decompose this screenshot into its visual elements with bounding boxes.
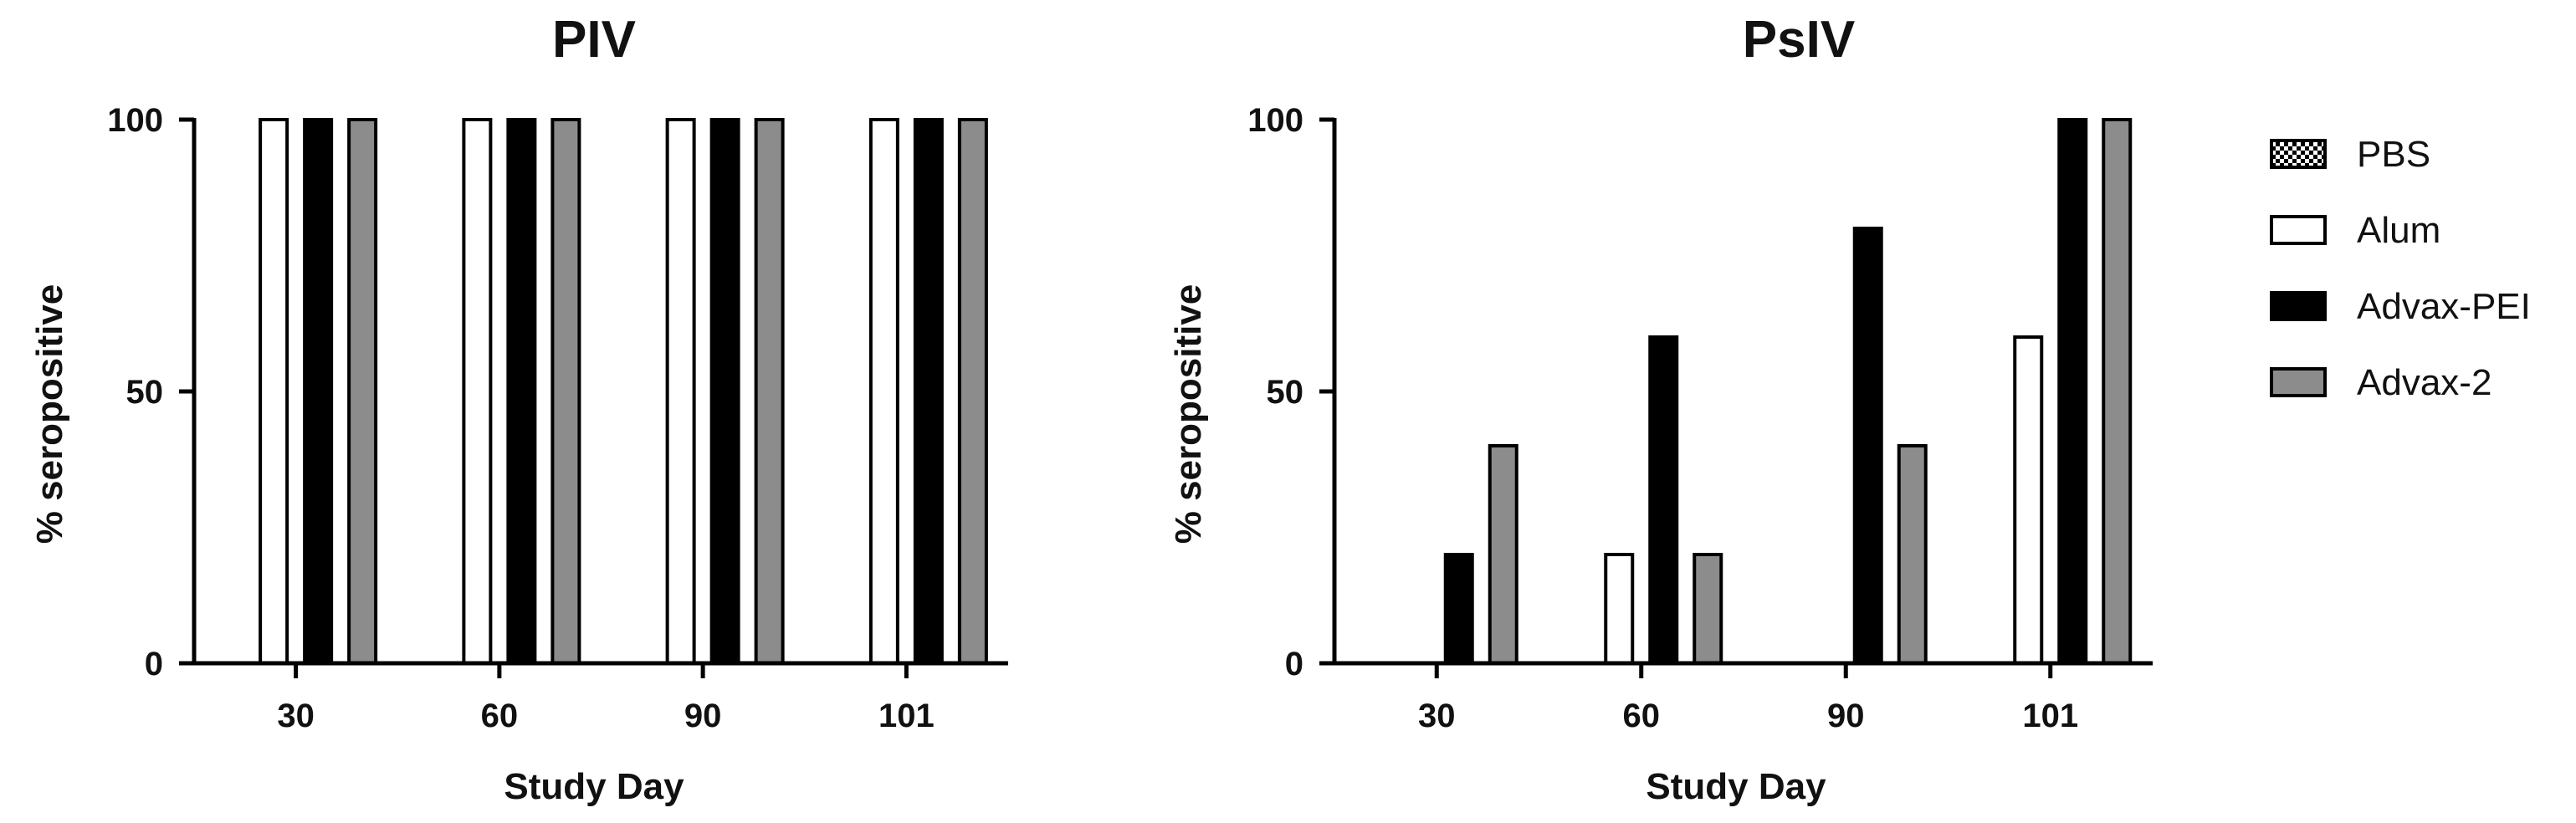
bar-advax-pei-30 bbox=[1443, 553, 1474, 665]
bars-group bbox=[1443, 118, 2133, 665]
x-tick-label: 30 bbox=[277, 698, 315, 734]
bar-advax-2-101 bbox=[2102, 118, 2133, 665]
chart-title: PsIV bbox=[1743, 11, 1855, 69]
y-tick-label: 0 bbox=[1285, 646, 1303, 682]
bar-advax-2-30 bbox=[347, 118, 378, 665]
y-tick-label: 100 bbox=[107, 102, 163, 139]
bar-advax-pei-90 bbox=[1852, 227, 1883, 665]
bar-alum-60 bbox=[462, 118, 493, 665]
y-axis-label: % seropositive bbox=[1168, 284, 1209, 544]
bars-group bbox=[259, 118, 988, 665]
bar-advax-2-60 bbox=[551, 118, 581, 665]
bar-alum-60 bbox=[1604, 553, 1635, 665]
bar-advax-pei-60 bbox=[1648, 335, 1679, 665]
x-tick-label: 101 bbox=[2022, 698, 2078, 734]
bar-advax-pei-101 bbox=[913, 118, 944, 665]
bar-advax-pei-90 bbox=[709, 118, 740, 665]
chart-panel-psiv: PsIV % seropositive Study Day 0 50 100 30 6… bbox=[1168, 11, 2153, 807]
y-tick-label: 50 bbox=[126, 374, 164, 411]
legend-label-alum: Alum bbox=[2357, 210, 2440, 251]
legend-label-advax-pei: Advax-PEI bbox=[2357, 286, 2531, 327]
legend-swatch-advax-pei bbox=[2270, 291, 2327, 321]
x-ticks: 30 60 90 101 bbox=[1418, 663, 2078, 734]
legend: PBS Alum Advax-PEI Advax-2 bbox=[2270, 134, 2531, 403]
y-ticks: 0 50 100 bbox=[1247, 102, 1334, 682]
x-tick-label: 60 bbox=[481, 698, 519, 734]
bar-advax-pei-30 bbox=[303, 118, 334, 665]
legend-swatch-advax-2 bbox=[2270, 367, 2327, 397]
x-ticks: 30 60 90 101 bbox=[277, 663, 935, 734]
legend-swatch-pbs bbox=[2270, 139, 2327, 169]
x-tick-label: 30 bbox=[1418, 698, 1456, 734]
x-axis-label: Study Day bbox=[504, 766, 684, 807]
y-axis-label: % seropositive bbox=[29, 284, 70, 544]
legend-label-advax-2: Advax-2 bbox=[2357, 362, 2491, 403]
y-tick-label: 50 bbox=[1267, 374, 1304, 411]
bar-advax-2-101 bbox=[957, 118, 988, 665]
bar-advax-2-90 bbox=[1897, 444, 1928, 665]
bar-advax-pei-60 bbox=[506, 118, 537, 665]
chart-panel-piv: PIV % seropositive Study Day 0 50 100 30 60… bbox=[29, 11, 1008, 807]
x-tick-label: 60 bbox=[1623, 698, 1661, 734]
legend-label-pbs: PBS bbox=[2357, 134, 2430, 175]
legend-swatch-alum bbox=[2270, 215, 2327, 245]
bar-alum-101 bbox=[2013, 335, 2044, 665]
bar-advax-pei-101 bbox=[2057, 118, 2088, 665]
x-tick-label: 101 bbox=[878, 698, 935, 734]
y-tick-label: 100 bbox=[1247, 102, 1303, 139]
y-ticks: 0 50 100 bbox=[107, 102, 194, 682]
bar-advax-2-90 bbox=[754, 118, 785, 665]
bar-advax-2-60 bbox=[1693, 553, 1723, 665]
x-axis-label: Study Day bbox=[1646, 766, 1826, 807]
x-tick-label: 90 bbox=[1827, 698, 1865, 734]
bar-alum-101 bbox=[868, 118, 899, 665]
chart-title: PIV bbox=[552, 11, 636, 69]
y-tick-label: 0 bbox=[145, 646, 163, 682]
bar-advax-2-30 bbox=[1488, 444, 1518, 665]
x-tick-label: 90 bbox=[684, 698, 722, 734]
bar-alum-90 bbox=[665, 118, 696, 665]
bar-alum-30 bbox=[259, 118, 289, 665]
